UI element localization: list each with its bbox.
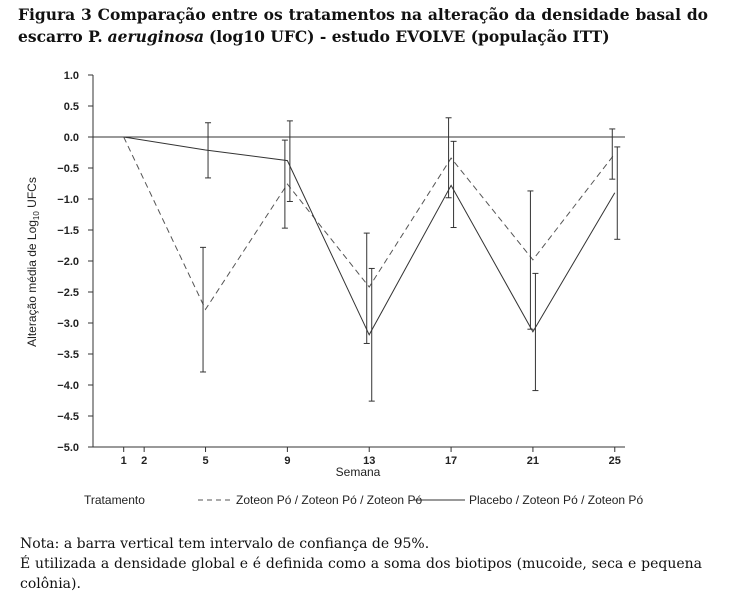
line-chart: 1.0 0.5 0.0 −0.5 −1.0 −1.5 −2.0 −2.5 −3.0 −3.5 −4.… <box>25 70 643 507</box>
error-bars <box>200 117 621 402</box>
y-axis-title: Alteração média de Log10 UFCs <box>25 177 41 347</box>
y-tick-label: −0.5 <box>57 163 79 175</box>
y-tick-label: −4.5 <box>57 411 79 423</box>
caption-suffix: (log10 UFC) - estudo EVOLVE (população I… <box>208 27 610 46</box>
error-bar <box>609 128 616 180</box>
x-tick-label: 25 <box>609 455 621 467</box>
error-bar <box>445 117 452 199</box>
x-tick-label: 5 <box>202 455 208 467</box>
x-tick-label: 2 <box>141 455 147 467</box>
error-bar <box>368 267 375 402</box>
x-tick-label: 13 <box>363 455 375 467</box>
y-tick-label: 0.0 <box>64 132 79 144</box>
caption-prefix: Figura 3 Comparação entre os tratamentos… <box>18 5 708 46</box>
error-bar <box>614 146 621 240</box>
legend-label-zoteon: Zoteon Pó / Zoteon Pó / Zoteon Pó <box>236 493 422 507</box>
y-tick-label: −3.0 <box>57 318 79 330</box>
error-bar <box>363 232 370 344</box>
error-bar <box>200 246 207 373</box>
x-tick-label: 21 <box>527 455 539 467</box>
y-tick-label: −1.0 <box>57 194 79 206</box>
error-bar <box>532 272 539 392</box>
x-axis-title: Semana <box>336 465 381 479</box>
error-bar <box>286 120 293 202</box>
y-axis-title-tail: UFCs <box>25 177 39 211</box>
plot-frame <box>92 75 625 448</box>
y-tick-label: −2.5 <box>57 287 79 299</box>
legend-title: Tratamento <box>84 493 145 507</box>
x-tick-label: 17 <box>445 455 457 467</box>
y-tick-label: −1.5 <box>57 225 79 237</box>
series-line-placebo <box>123 136 616 336</box>
series-lines <box>123 136 616 336</box>
y-tick-label: −4.0 <box>57 380 79 392</box>
x-tick-label: 1 <box>121 455 127 467</box>
y-axis-title-subscript: 10 <box>32 211 41 220</box>
x-ticks: 1 2 5 9 13 17 21 25 <box>121 447 621 467</box>
y-tick-label: −2.0 <box>57 256 79 268</box>
footnote-line-1: Nota: a barra vertical tem intervalo de … <box>20 536 430 552</box>
figure-caption: Figura 3 Comparação entre os tratamentos… <box>18 4 708 48</box>
y-tick-label: −3.5 <box>57 349 79 361</box>
y-tick-label: 0.5 <box>64 101 79 113</box>
error-bar <box>281 139 288 229</box>
y-tick-label: −5.0 <box>57 442 79 454</box>
x-tick-label: 9 <box>284 455 290 467</box>
error-bar <box>205 122 212 179</box>
caption-italic-species: aeruginosa <box>107 27 205 46</box>
series-line-zoteon <box>123 136 616 311</box>
y-tick-label: 1.0 <box>64 70 79 82</box>
footnote-line-2: É utilizada a densidade global e é defin… <box>20 556 702 592</box>
y-axis-title-main: Alteração média de Log <box>25 220 39 347</box>
error-bar <box>450 140 457 229</box>
y-ticks: 1.0 0.5 0.0 −0.5 −1.0 −1.5 −2.0 −2.5 −3.0 −3.5 −4.… <box>57 70 93 454</box>
error-bar <box>527 190 534 330</box>
legend-label-placebo: Placebo / Zoteon Pó / Zoteon Pó <box>469 493 643 507</box>
footnote: Nota: a barra vertical tem intervalo de … <box>20 534 702 594</box>
legend: Tratamento Zoteon Pó / Zoteon Pó / Zoteo… <box>84 493 643 507</box>
